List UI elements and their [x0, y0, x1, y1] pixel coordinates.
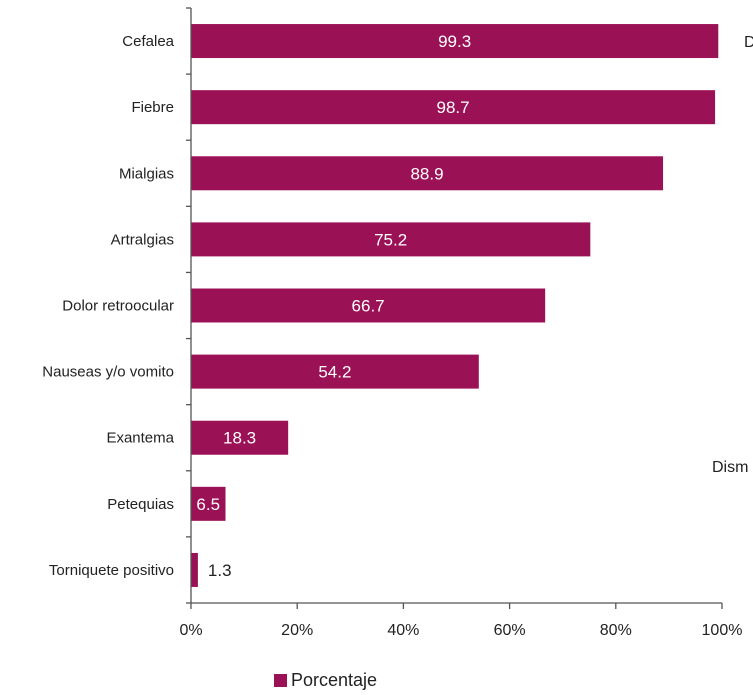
axes-group: Cefalea Fiebre Mialgias Artralgias Dolor ret… [42, 7, 743, 639]
x-tick-label: 80% [600, 622, 632, 639]
data-label: 88.9 [410, 164, 443, 183]
legend: Porcentaje [274, 670, 377, 691]
x-tick-label: 40% [387, 622, 419, 639]
legend-label: Porcentaje [291, 670, 378, 690]
data-label: 1.3 [208, 561, 232, 580]
bar [191, 354, 479, 389]
x-tick-label: 100% [702, 622, 743, 639]
data-label: 6.5 [196, 495, 220, 514]
category-label: Artralgias [111, 231, 174, 248]
category-label: Torniquete positivo [49, 562, 174, 579]
category-label: Cefalea [122, 33, 174, 50]
bar [191, 420, 289, 455]
bar [191, 90, 716, 125]
clipped-annotation-2: Dism [712, 459, 748, 476]
bar [191, 222, 591, 257]
category-label: Dolor retroocular [62, 298, 174, 315]
x-tick-label: 20% [281, 622, 313, 639]
bar [191, 156, 664, 191]
category-label: Fiebre [131, 99, 174, 116]
x-tick-label: 0% [179, 622, 202, 639]
bar [191, 552, 198, 587]
data-label: 99.3 [438, 32, 471, 51]
bars-group: 99.3 98.7 88.9 75.2 66.7 54.2 18.3 6.5 1.3 [191, 24, 719, 587]
legend-swatch [274, 674, 287, 687]
data-label: 75.2 [374, 230, 407, 249]
data-label: 18.3 [223, 429, 256, 448]
category-label: Nauseas y/o vomito [42, 364, 174, 381]
x-tick-label: 60% [494, 622, 526, 639]
data-label: 98.7 [437, 98, 470, 117]
bar [191, 486, 226, 521]
clipped-annotation-1: D [744, 34, 753, 51]
category-label: Mialgias [119, 165, 174, 182]
bar [191, 288, 546, 323]
bar [191, 24, 719, 59]
data-label: 54.2 [318, 363, 351, 382]
category-label: Petequias [107, 496, 174, 513]
category-label: Exantema [106, 430, 174, 447]
data-label: 66.7 [352, 297, 385, 316]
